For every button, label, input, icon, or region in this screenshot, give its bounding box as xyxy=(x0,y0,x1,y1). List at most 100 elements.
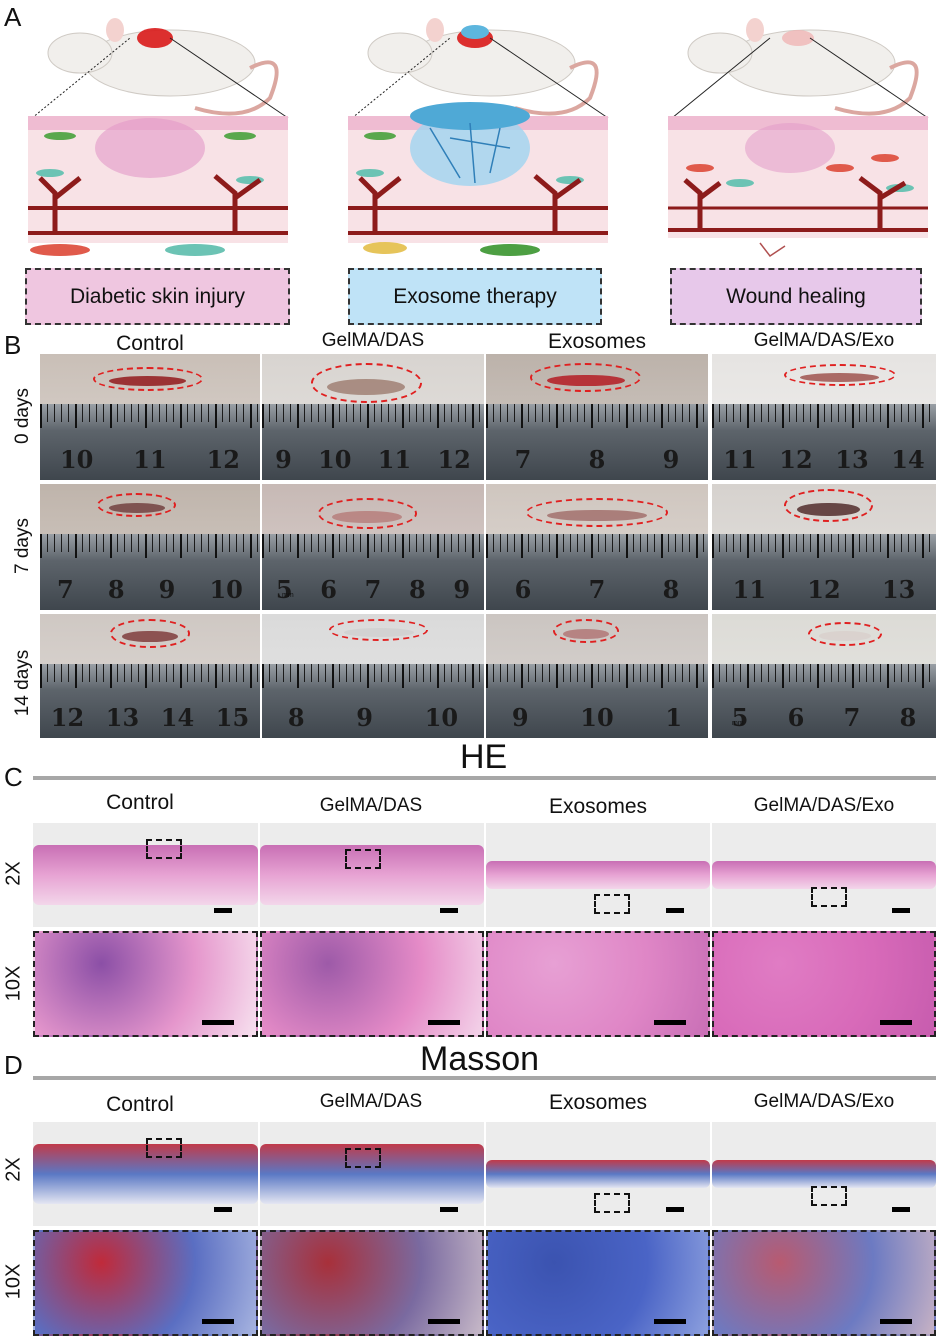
ruler-number: 8 xyxy=(662,575,680,604)
ruler-number: 12 xyxy=(779,445,813,474)
ruler: 6 7 8 xyxy=(486,534,708,610)
wound-outline-ellipse xyxy=(783,364,896,386)
masson-column-title-gelma-das-exo: GelMA/DAS/Exo xyxy=(753,1091,895,1112)
scale-bar xyxy=(202,1020,234,1025)
he-mag-label-2x: 2X xyxy=(2,861,25,886)
ruler-number: 15 xyxy=(215,703,250,732)
mouse-wound-illustration xyxy=(28,18,289,256)
masson-10x-tile-0 xyxy=(33,1230,258,1336)
masson-2x-tile-2 xyxy=(486,1122,710,1226)
wound-photo-r0-c3: 11 12 13 14 xyxy=(712,354,936,480)
he-10x-tile-0 xyxy=(33,931,258,1037)
panel-label-a: A xyxy=(4,2,22,32)
ruler-numbers: 9 10 1 xyxy=(486,703,708,732)
photo-column-title-control: Control xyxy=(116,332,184,355)
ruler-number: 10 xyxy=(318,445,352,474)
scale-bar xyxy=(880,1319,912,1324)
tissue-section xyxy=(486,1160,710,1188)
ruler-number: 7 xyxy=(843,703,861,732)
ruler-number: 8 xyxy=(899,703,917,732)
tissue-section xyxy=(712,861,936,889)
scale-bar xyxy=(428,1319,460,1324)
ruler-major-ticks xyxy=(262,404,484,428)
ruler-number: 12 xyxy=(50,703,85,732)
ruler-numbers: 8 9 10 xyxy=(262,703,484,732)
he-mag-label-10x: 10X xyxy=(2,965,25,1002)
masson-column-title-control: Control xyxy=(106,1093,174,1116)
wound-photo-r2-c1: 8 9 10 xyxy=(262,614,484,738)
zoom-region-inset xyxy=(810,1185,847,1206)
scale-bar xyxy=(892,1207,910,1212)
ruler-number: 6 xyxy=(787,703,805,732)
ruler-number: 7 xyxy=(364,575,382,604)
ruler-major-ticks xyxy=(712,664,936,688)
ruler-number: 13 xyxy=(105,703,140,732)
tissue-section xyxy=(486,861,710,889)
ruler-numbers: 7 8 9 xyxy=(486,445,708,474)
schematic-wound-healing xyxy=(660,8,935,263)
ruler-mm-label: mm xyxy=(732,720,744,727)
ruler: 11 12 13 14 xyxy=(712,404,936,480)
scale-bar xyxy=(654,1020,686,1025)
he-2x-tile-1 xyxy=(260,823,484,927)
photo-column-title-gelma-das: GelMA/DAS xyxy=(321,330,425,351)
ruler: 8 9 10 xyxy=(262,664,484,738)
scale-bar xyxy=(440,908,458,913)
ruler: 7 8 9 10 xyxy=(40,534,260,610)
ruler-number: 7 xyxy=(514,445,532,474)
wound-outline-ellipse xyxy=(552,619,620,644)
scale-bar xyxy=(428,1020,460,1025)
ruler-numbers: 5 6 7 8 xyxy=(712,703,936,732)
he-column-title-exosomes: Exosomes xyxy=(548,795,648,818)
ruler-number: 12 xyxy=(807,575,841,604)
wound-photo-r1-c3: 11 12 13 xyxy=(712,484,936,610)
ruler: 12 13 14 15 xyxy=(40,664,260,738)
ruler-number: 10 xyxy=(209,575,243,604)
scale-bar xyxy=(214,908,232,913)
ruler-number: 12 xyxy=(437,445,471,474)
photo-column-title-exosomes: Exosomes xyxy=(547,330,647,353)
ruler-major-ticks xyxy=(486,664,708,688)
caption-wound-healing: Wound healing xyxy=(670,268,922,325)
he-column-title-gelma-das-exo: GelMA/DAS/Exo xyxy=(753,795,895,816)
wound-photo-r1-c0: 7 8 9 10 xyxy=(40,484,260,610)
masson-10x-tile-1 xyxy=(260,1230,484,1336)
ruler-number: 10 xyxy=(580,703,614,732)
masson-column-title-exosomes: Exosomes xyxy=(548,1091,648,1114)
ruler-number: 5 xyxy=(731,703,749,732)
ruler-number: 8 xyxy=(588,445,606,474)
mouse-healed-illustration xyxy=(668,18,929,258)
ruler-major-ticks xyxy=(262,664,484,688)
ruler-number: 11 xyxy=(732,575,767,604)
ruler: 5 6 7 8 xyxy=(712,664,936,738)
ruler-number: 11 xyxy=(133,445,167,474)
wound-photo-r0-c1: 9 10 11 12 xyxy=(262,354,484,480)
ruler-number: 14 xyxy=(160,703,195,732)
wound-outline-ellipse xyxy=(92,366,203,391)
ruler: 7 8 9 xyxy=(486,404,708,480)
ruler-major-ticks xyxy=(262,534,484,558)
photo-row-label-7-days: 7 days xyxy=(12,518,33,574)
schematic-diabetic-injury xyxy=(20,8,295,263)
he-column-title-control: Control xyxy=(106,791,174,814)
ruler-number: 8 xyxy=(287,703,305,732)
ruler-mm-label: mm xyxy=(282,592,294,599)
ruler-number: 10 xyxy=(59,445,94,474)
ruler-number: 7 xyxy=(57,575,74,604)
ruler-number: 1 xyxy=(665,703,683,732)
zoom-region-inset xyxy=(810,886,847,907)
scale-bar xyxy=(892,908,910,913)
ruler-number: 9 xyxy=(356,703,373,732)
ruler-number: 9 xyxy=(453,575,471,604)
ruler-number: 12 xyxy=(206,445,241,474)
scale-bar xyxy=(440,1207,458,1212)
ruler-number: 9 xyxy=(662,445,680,474)
ruler: 11 12 13 xyxy=(712,534,936,610)
ruler-numbers: 6 7 8 xyxy=(486,575,708,604)
ruler-numbers: 7 8 9 10 xyxy=(40,575,260,604)
ruler-number: 8 xyxy=(409,575,426,604)
wound-photo-r2-c2: 9 10 1 xyxy=(486,614,708,738)
scale-bar xyxy=(654,1319,686,1324)
wound-outline-ellipse xyxy=(328,619,429,641)
masson-section-title: Masson xyxy=(420,1040,540,1078)
